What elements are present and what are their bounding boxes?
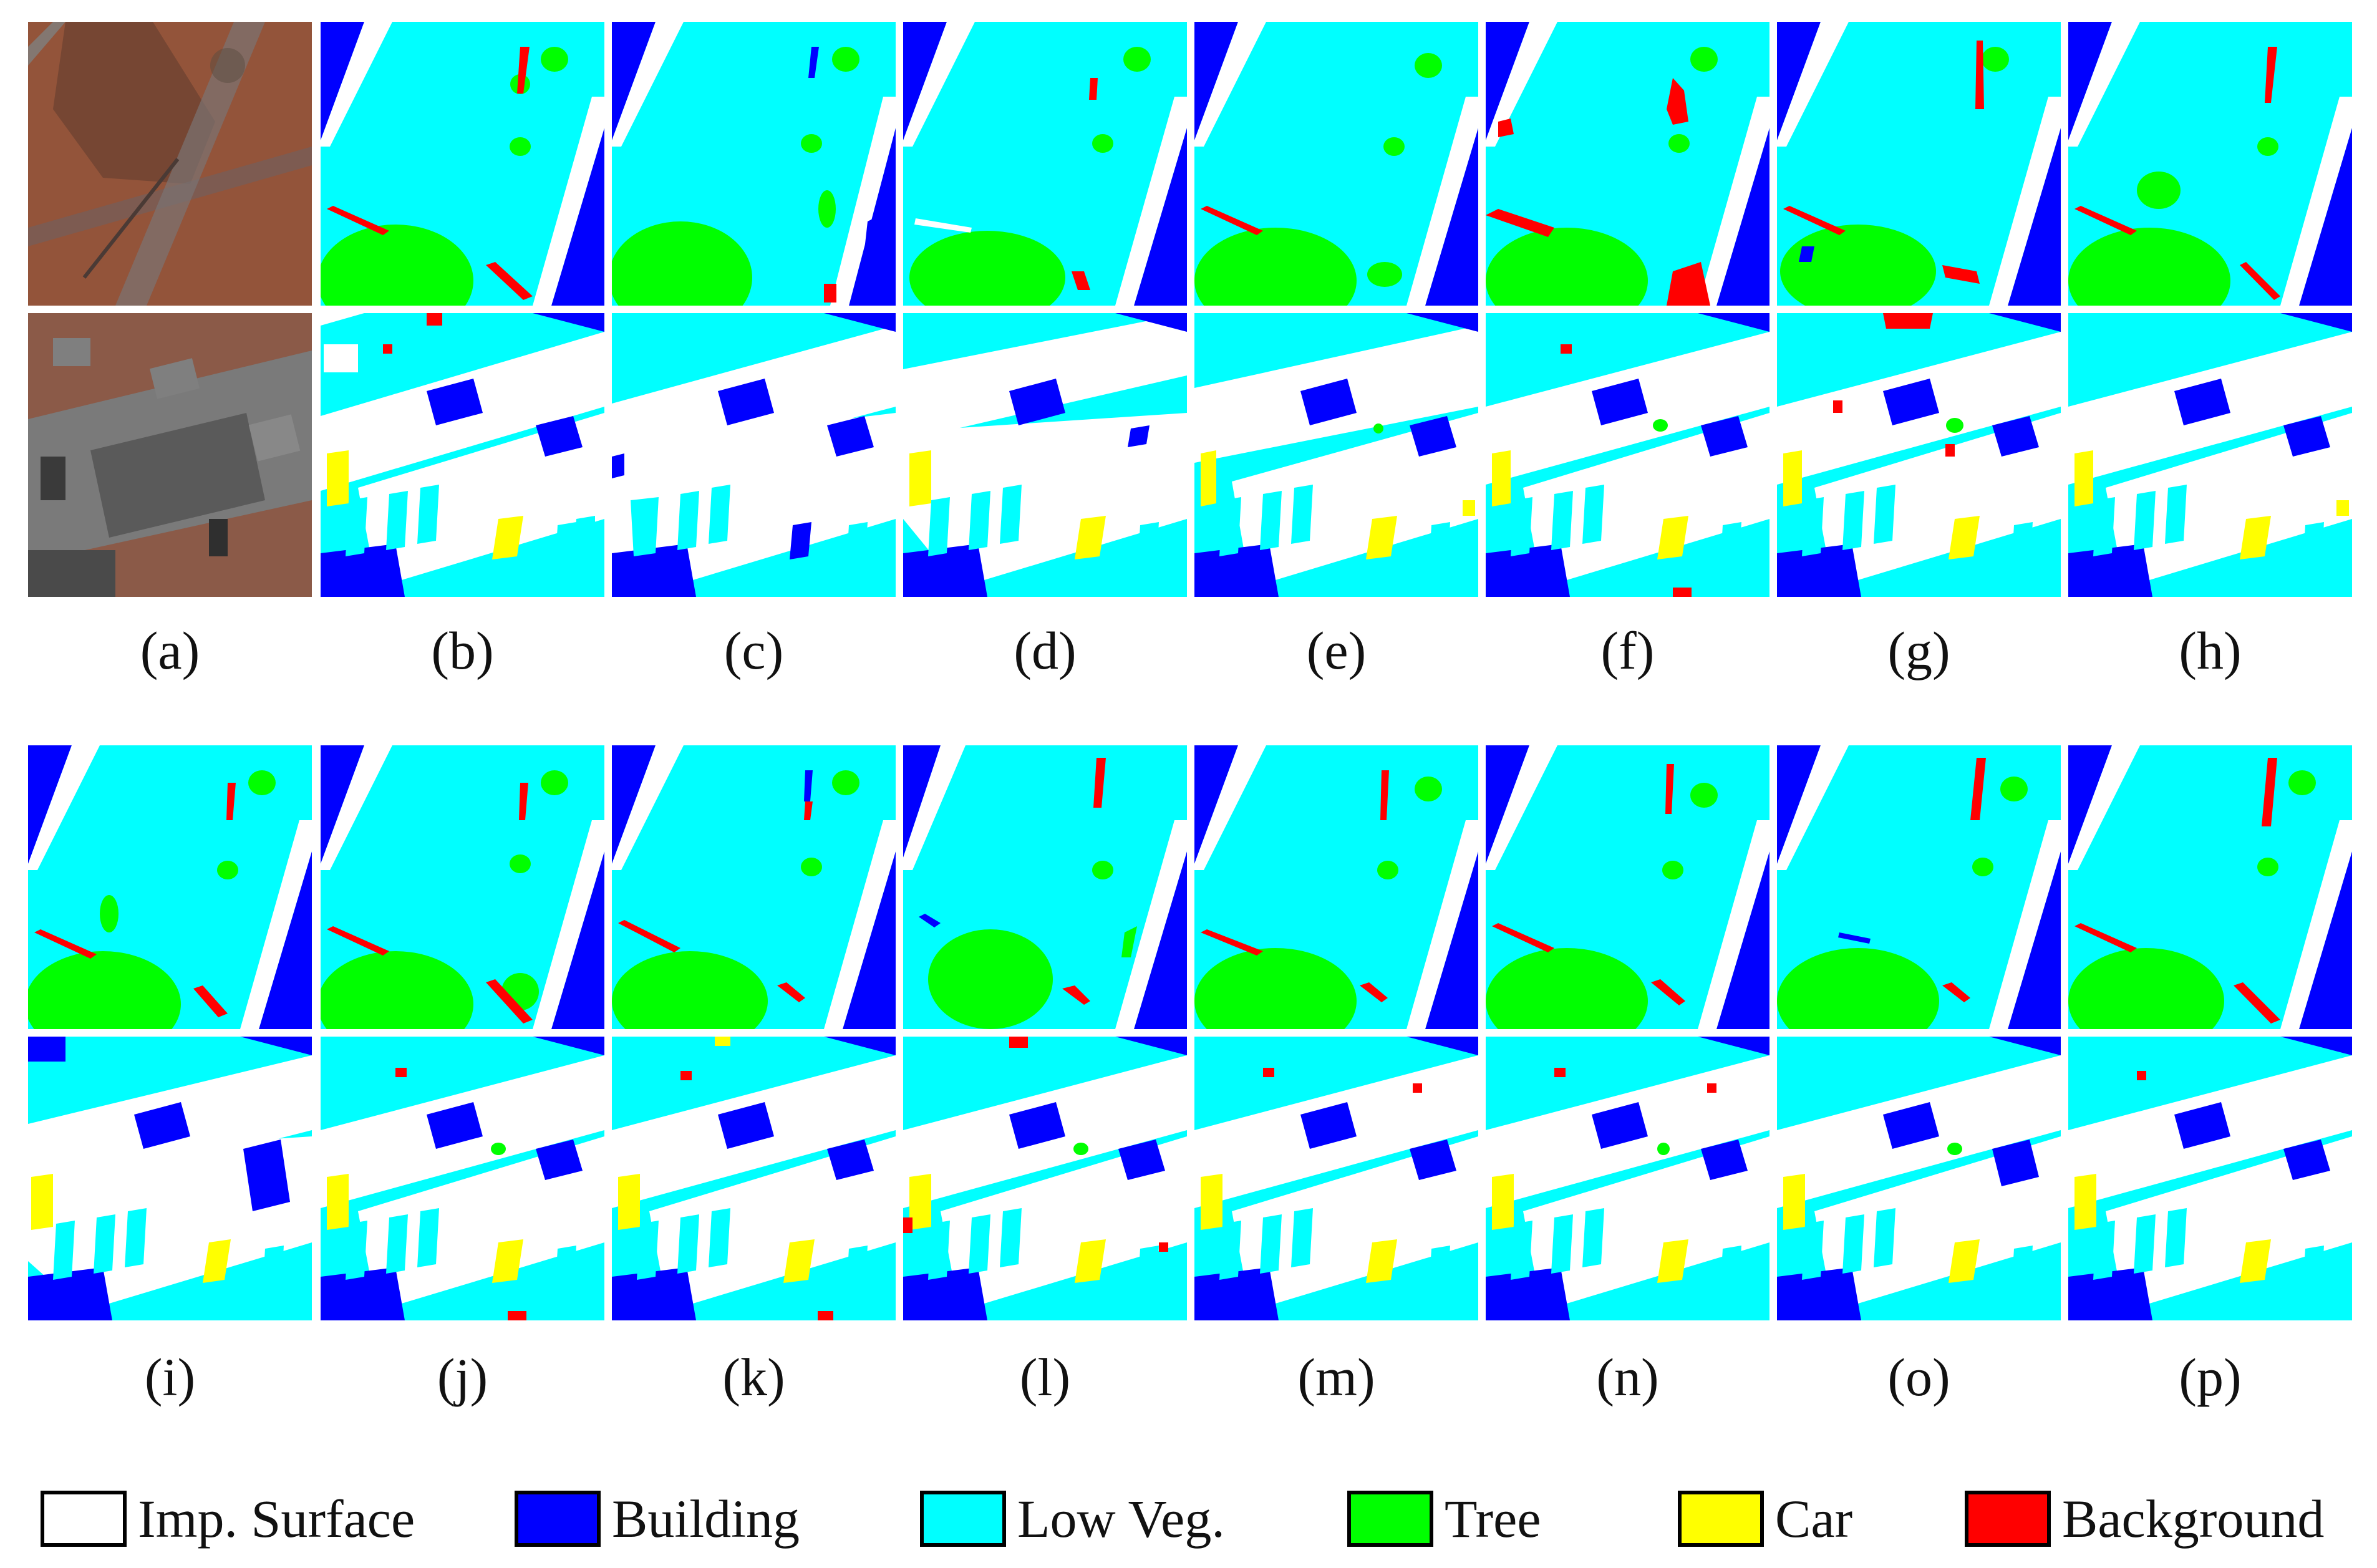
panel-b-bottom (321, 313, 604, 597)
caption-m: (m) (1297, 1347, 1375, 1407)
caption-e: (e) (1306, 621, 1367, 680)
panel-c-bottom (612, 313, 896, 597)
caption-n: (n) (1596, 1347, 1659, 1407)
caption-b: (b) (431, 621, 494, 680)
panel-p-bottom (2068, 1037, 2352, 1320)
caption-p: (p) (2179, 1347, 2242, 1407)
legend-swatch-background (1965, 1491, 2051, 1547)
panel-d-top (903, 22, 1187, 306)
panel-e-bottom (1194, 313, 1478, 597)
aerial-photo-a-top (28, 22, 312, 306)
caption-g: (g) (1887, 621, 1950, 680)
legend-label-car: Car (1775, 1489, 1853, 1549)
caption-i: (i) (144, 1347, 196, 1407)
panel-k-top (612, 745, 896, 1029)
panel-c-top (612, 22, 896, 306)
legend-tree: Tree (1347, 1488, 1541, 1550)
legend-label-building: Building (612, 1489, 800, 1549)
aerial-photo-a-bottom (28, 313, 312, 597)
legend-label-imp-surface: Imp. Surface (138, 1489, 415, 1549)
panel-i-top (28, 745, 312, 1029)
caption-o: (o) (1887, 1347, 1950, 1407)
legend-label-tree: Tree (1445, 1489, 1541, 1549)
panel-e-top (1194, 22, 1478, 306)
caption-j: (j) (437, 1347, 488, 1407)
legend-swatch-low-veg (920, 1491, 1006, 1547)
panel-n-top (1486, 745, 1769, 1029)
panel-k-bottom (612, 1037, 896, 1320)
panel-i-bottom (28, 1037, 312, 1320)
panel-b-top (321, 22, 604, 306)
panel-f-top (1486, 22, 1769, 306)
panel-n-bottom (1486, 1037, 1769, 1320)
panel-p-top (2068, 745, 2352, 1029)
panel-g-bottom (1777, 313, 2061, 597)
panel-a-top (28, 22, 312, 306)
panel-l-top (903, 745, 1187, 1029)
caption-d: (d) (1014, 621, 1077, 680)
panel-a-bottom (28, 313, 312, 597)
legend-label-background: Background (2062, 1489, 2325, 1549)
panel-h-top (2068, 22, 2352, 306)
panel-l-bottom (903, 1037, 1187, 1320)
caption-c: (c) (724, 621, 784, 680)
caption-f: (f) (1600, 621, 1655, 680)
legend-swatch-imp-surface (41, 1491, 127, 1547)
legend-building: Building (515, 1488, 800, 1550)
panel-j-top (321, 745, 604, 1029)
panel-o-top (1777, 745, 2061, 1029)
legend-imp-surface: Imp. Surface (41, 1488, 415, 1550)
legend-swatch-building (515, 1491, 601, 1547)
caption-h: (h) (2179, 621, 2242, 680)
panel-m-bottom (1194, 1037, 1478, 1320)
panel-g-top (1777, 22, 2061, 306)
legend-background: Background (1965, 1488, 2324, 1550)
panel-f-bottom (1486, 313, 1769, 597)
panel-d-bottom (903, 313, 1187, 597)
panel-h-bottom (2068, 313, 2352, 597)
legend-car: Car (1678, 1488, 1852, 1550)
panel-o-bottom (1777, 1037, 2061, 1320)
legend-low-veg: Low Veg. (920, 1488, 1225, 1550)
legend-swatch-tree (1347, 1491, 1433, 1547)
caption-l: (l) (1019, 1347, 1071, 1407)
legend-swatch-car (1678, 1491, 1764, 1547)
caption-k: (k) (722, 1347, 785, 1407)
panel-j-bottom (321, 1037, 604, 1320)
caption-a: (a) (140, 621, 200, 680)
legend-label-low-veg: Low Veg. (1017, 1489, 1225, 1549)
panel-m-top (1194, 745, 1478, 1029)
